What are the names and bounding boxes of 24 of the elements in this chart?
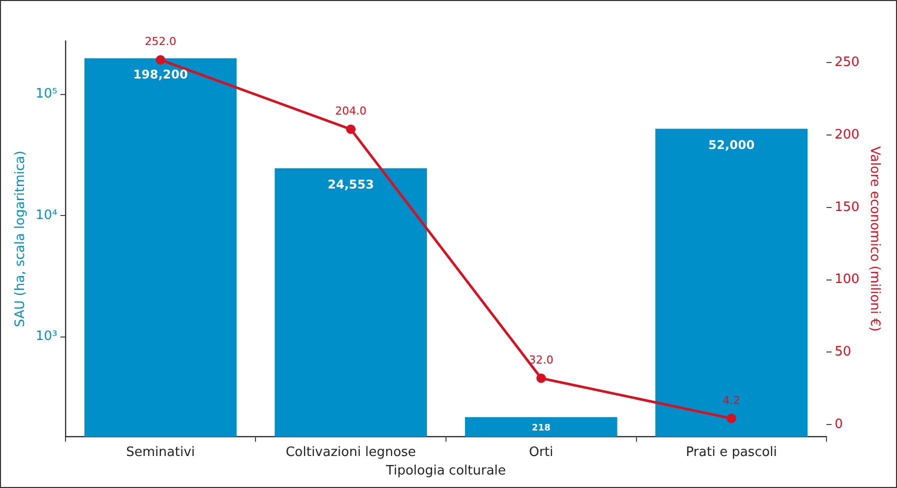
- data-label: 32.0: [528, 354, 554, 367]
- data-label: 52,000: [708, 138, 755, 152]
- y2-axis-title: Valore economico (milioni €): [866, 146, 882, 332]
- data-label: 24,553: [328, 177, 374, 192]
- x-tick-label: Seminativi: [126, 444, 195, 460]
- x-tick-label: Orti: [528, 444, 554, 460]
- y2-tick-label: 150: [834, 200, 860, 215]
- x-tick-label: Prati e pascoli: [686, 444, 778, 460]
- y2-tick-label: 50: [834, 344, 852, 360]
- data-label: 218: [532, 423, 551, 434]
- y-tick-label: 10³: [36, 329, 58, 344]
- y2-tick-label: 250: [834, 55, 860, 70]
- y2-tick-label: 200: [834, 127, 860, 142]
- data-label: 4.2: [722, 394, 740, 407]
- x-axis-title: Tipologia colturale: [385, 464, 506, 479]
- data-label: 252.0: [144, 35, 176, 48]
- y2-tick-label: 100: [834, 272, 860, 288]
- y2-tick-label: 0: [834, 416, 843, 432]
- y-tick-label: 10⁴: [36, 208, 58, 223]
- data-label: 204.0: [335, 104, 367, 118]
- y-tick-label: 10⁵: [36, 86, 58, 102]
- x-tick-label: Coltivazioni legnose: [286, 444, 416, 460]
- data-label: 198,200: [133, 67, 188, 82]
- y-axis-title: SAU (ha, scala logaritmica): [13, 150, 28, 328]
